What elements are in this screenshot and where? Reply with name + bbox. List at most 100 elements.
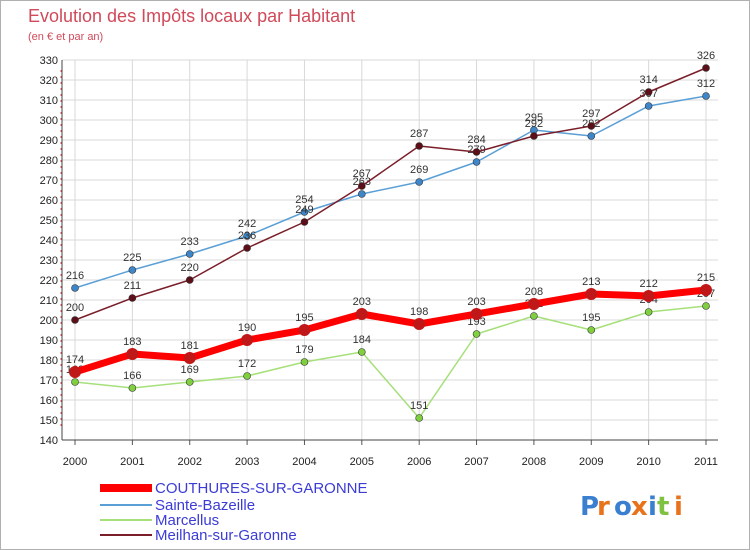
data-point — [243, 372, 251, 380]
y-tick-label: 170 — [40, 375, 58, 387]
data-point — [413, 318, 426, 330]
x-tick-label: 2010 — [636, 456, 660, 468]
data-label: 233 — [181, 236, 199, 248]
data-label: 169 — [181, 364, 199, 376]
data-point — [644, 102, 653, 110]
x-tick-label: 2008 — [522, 456, 546, 468]
data-label: 198 — [410, 306, 428, 318]
data-point — [185, 378, 194, 386]
x-tick-label: 2011 — [694, 456, 718, 468]
legend-label: Marcellus — [155, 512, 219, 529]
legend-label: COUTHURES-SUR-GARONNE — [155, 480, 368, 497]
data-label: 195 — [295, 312, 313, 324]
data-point — [700, 284, 712, 296]
x-tick-label: 2005 — [350, 456, 374, 468]
logo-letter: t — [657, 492, 669, 522]
series-meilhan-sur-garonne: 200 211 220 236 249 267 287 284 292 297 314 326 — [66, 50, 715, 324]
data-point — [644, 308, 653, 316]
x-tick-label: 2001 — [120, 456, 144, 468]
series-couthures-sur-garonne: 174 183 181 190 195 203 198 203 208 213 212 215 — [66, 272, 715, 378]
logo-letter: x — [631, 492, 648, 522]
x-tick-label: 2000 — [63, 456, 87, 468]
data-label: 172 — [238, 358, 256, 370]
data-label: 295 — [525, 112, 543, 124]
data-label: 166 — [123, 370, 141, 382]
y-tick-label: 320 — [40, 75, 58, 87]
legend: COUTHURES-SUR-GARONNESainte-BazeilleMarc… — [100, 480, 368, 544]
x-tick-label: 2006 — [407, 456, 431, 468]
data-point — [472, 148, 481, 156]
data-point — [300, 358, 309, 366]
y-tick-label: 160 — [40, 395, 58, 407]
chart-title: Evolution des Impôts locaux par Habitant — [28, 6, 355, 26]
y-tick-label: 220 — [40, 275, 58, 287]
data-label: 287 — [410, 128, 428, 140]
data-point — [243, 232, 251, 240]
data-point — [415, 178, 423, 186]
data-point — [358, 182, 366, 190]
y-tick-label: 200 — [40, 315, 58, 327]
data-point — [128, 384, 137, 392]
grid — [62, 59, 718, 441]
y-tick-label: 240 — [40, 235, 58, 247]
data-point — [128, 294, 137, 302]
logo-letter: i — [674, 492, 683, 522]
data-label: 151 — [410, 400, 428, 412]
data-label: 254 — [295, 194, 313, 206]
x-tick-label: 2004 — [292, 456, 316, 468]
logo-letter: i — [648, 492, 657, 522]
data-point — [415, 142, 423, 150]
data-label: 297 — [582, 108, 600, 120]
legend-label: Sainte-Bazeille — [155, 497, 255, 514]
data-label: 236 — [238, 230, 256, 242]
data-point — [702, 92, 710, 100]
data-label: 249 — [295, 204, 313, 216]
y-tick-label: 270 — [40, 175, 58, 187]
data-point — [415, 414, 423, 422]
data-label: 200 — [66, 302, 84, 314]
y-tick-label: 300 — [40, 115, 58, 127]
data-point — [183, 352, 196, 364]
series-lines: 2162252332422542632692792952923073122002… — [66, 50, 715, 422]
data-label: 314 — [639, 74, 657, 86]
data-point — [126, 348, 139, 360]
data-point — [470, 308, 483, 320]
data-label: 220 — [181, 262, 199, 274]
data-point — [298, 324, 311, 336]
y-tick-label: 230 — [40, 255, 58, 267]
series-sainte-bazeille: 216225233242254263269279295292307312 — [66, 78, 715, 292]
data-point — [71, 284, 79, 292]
data-label: 242 — [238, 218, 256, 230]
data-point — [300, 208, 309, 216]
data-label: 269 — [410, 164, 428, 176]
y-tick-label: 250 — [40, 215, 58, 227]
data-point — [243, 244, 251, 252]
data-point — [71, 316, 79, 324]
data-label: 183 — [123, 336, 141, 348]
data-point — [644, 88, 653, 96]
logo-letter: r — [597, 492, 610, 522]
data-point — [358, 348, 366, 356]
data-point — [587, 122, 596, 130]
series-line — [74, 67, 707, 321]
data-label: 284 — [467, 134, 485, 146]
x-tick-label: 2007 — [464, 456, 488, 468]
data-point — [530, 132, 538, 140]
data-point — [355, 308, 368, 320]
x-tick-label: 2009 — [579, 456, 603, 468]
data-label: 213 — [582, 276, 600, 288]
proxiti-logo: Pr o x i t i — [580, 492, 683, 522]
data-label: 263 — [353, 176, 371, 188]
y-tick-label: 180 — [40, 355, 58, 367]
data-label: 215 — [697, 272, 715, 284]
data-label: 326 — [697, 50, 715, 62]
data-label: 312 — [697, 78, 715, 90]
data-label: 208 — [525, 286, 543, 298]
y-tick-label: 260 — [40, 195, 58, 207]
x-tick-label: 2002 — [177, 456, 201, 468]
data-point — [527, 298, 540, 310]
plot-area — [62, 60, 718, 440]
legend-label: Meilhan-sur-Garonne — [155, 527, 297, 544]
data-point — [185, 250, 194, 258]
